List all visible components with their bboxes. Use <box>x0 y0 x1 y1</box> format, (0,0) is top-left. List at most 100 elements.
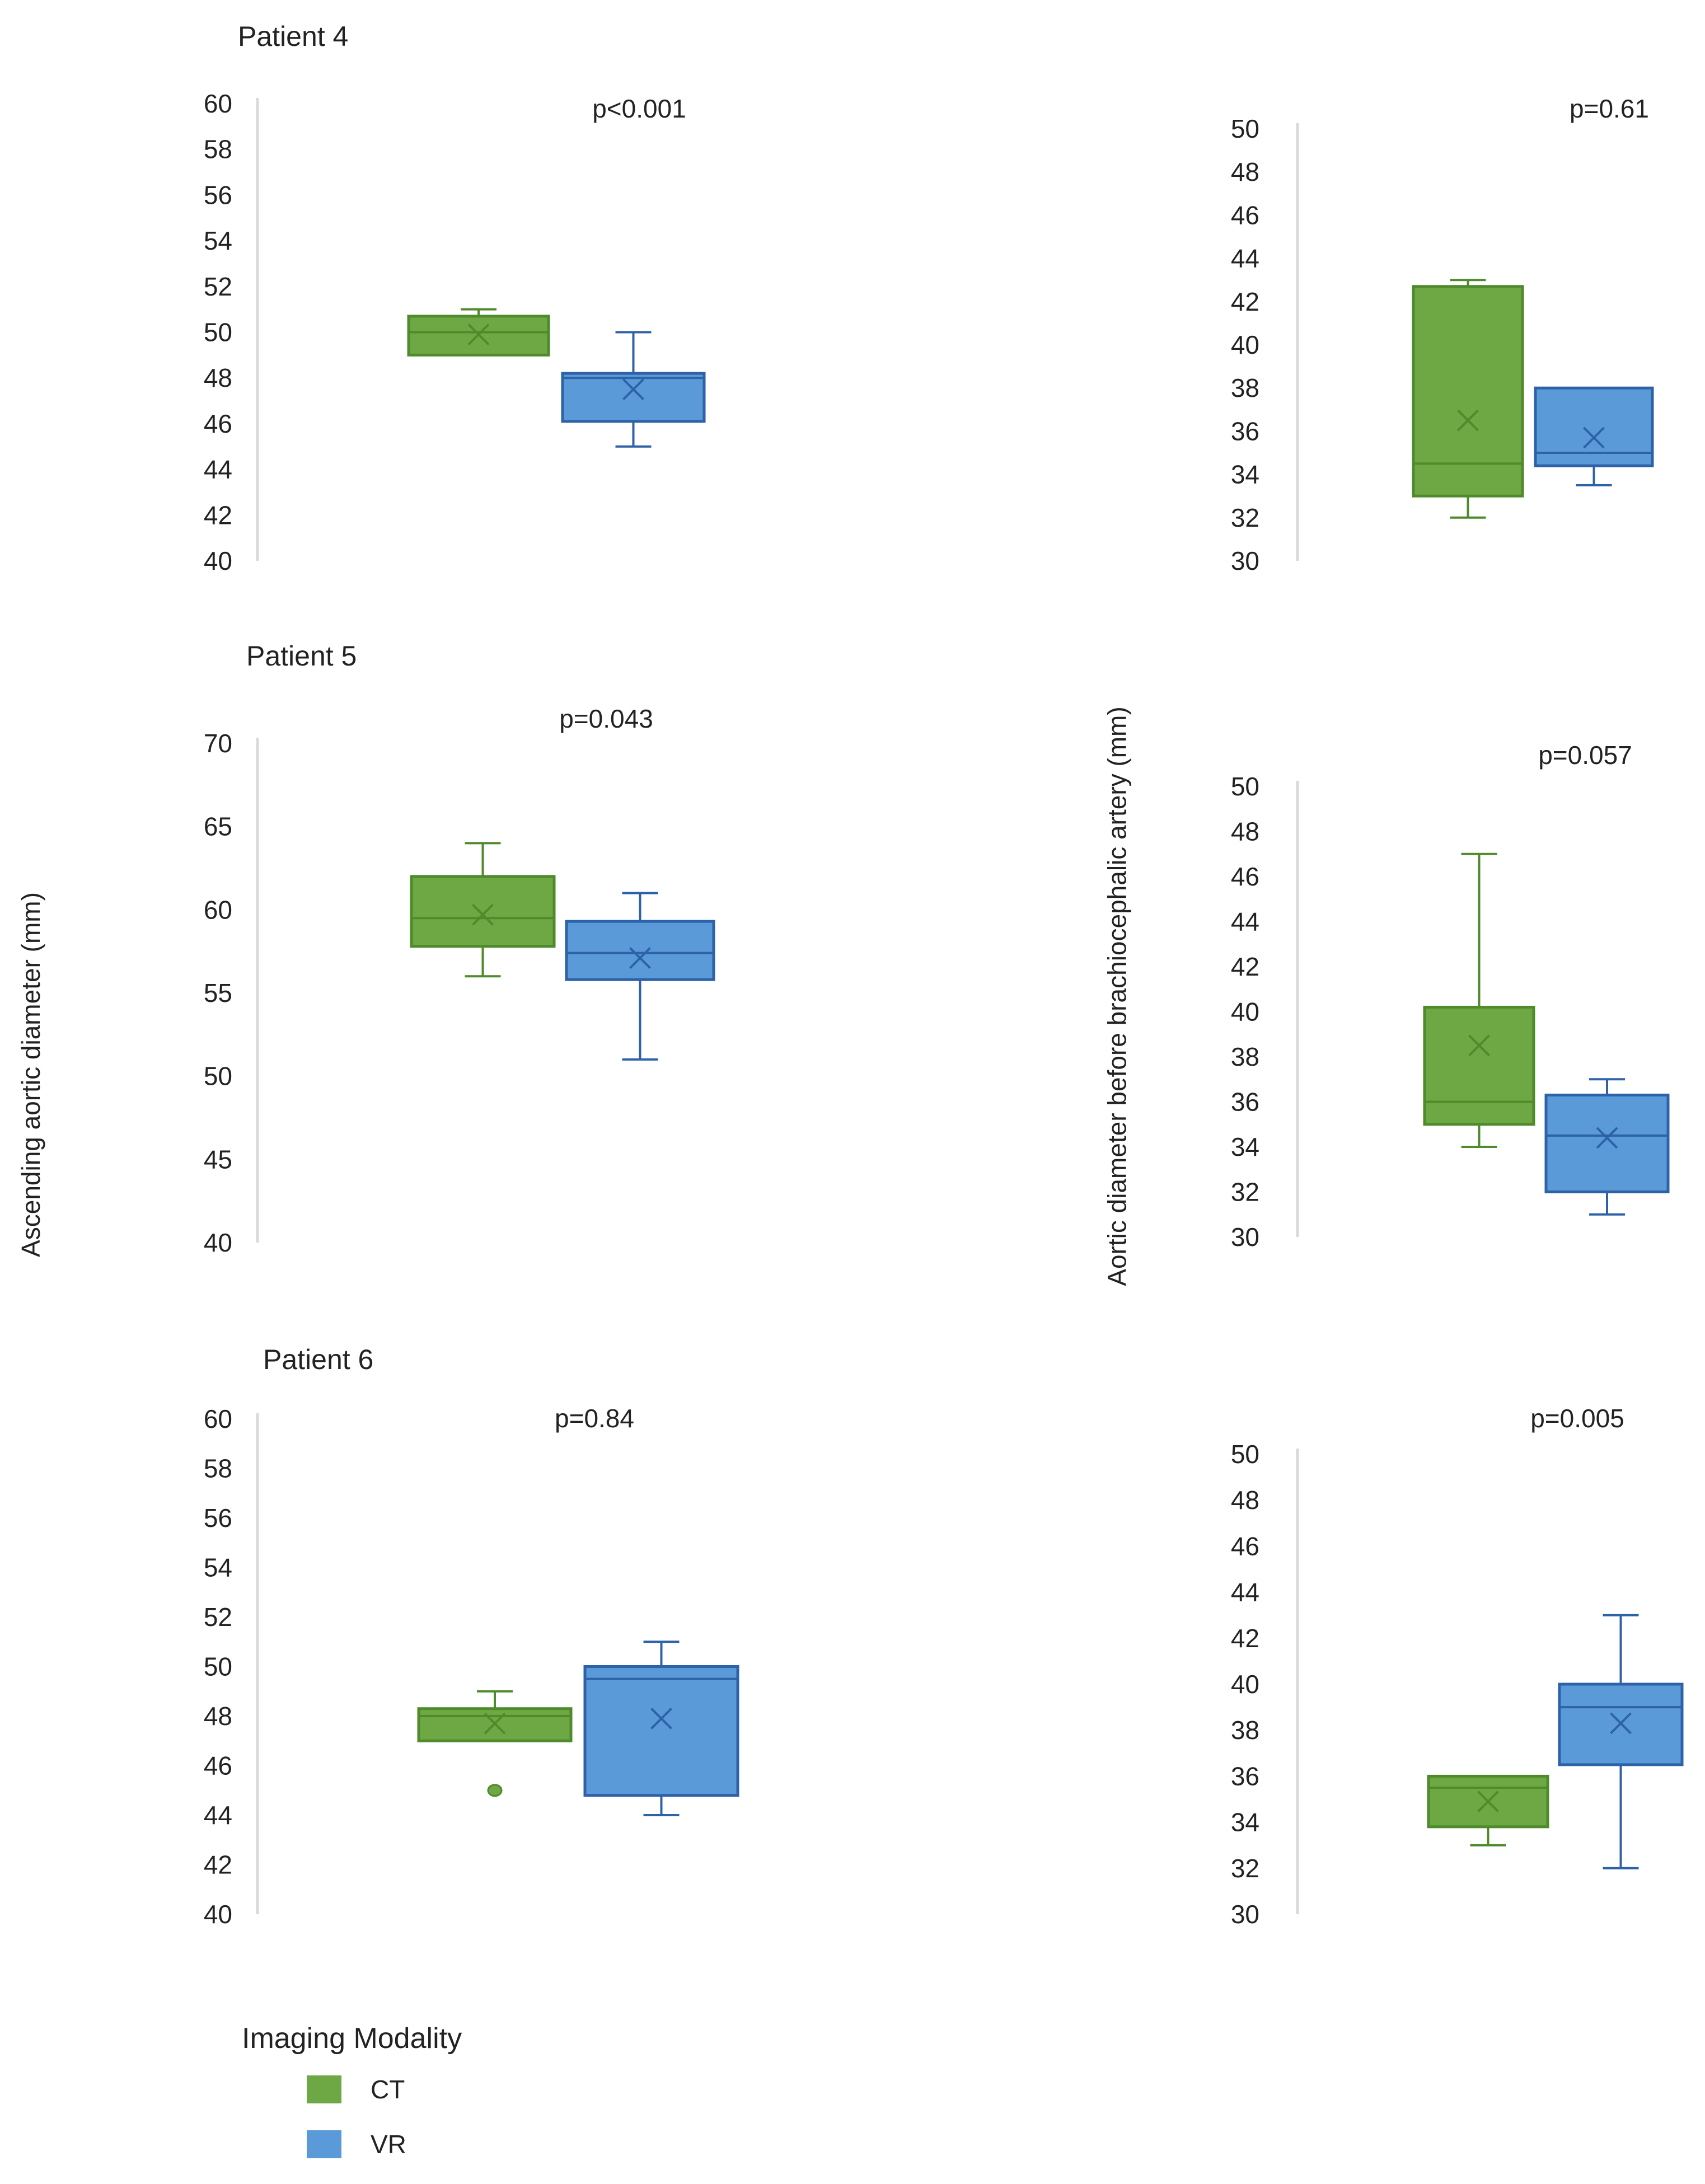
patient5-brachiocephalic-p-value: p=0.057 <box>1538 741 1632 770</box>
patient5-brachiocephalic-tick-label: 34 <box>1231 1132 1259 1161</box>
patient5-ascending-ct-box <box>410 875 556 948</box>
patient6-title: Patient 6 <box>263 1344 374 1375</box>
patient6-brachiocephalic-tick-label: 32 <box>1231 1854 1259 1883</box>
patient6-brachiocephalic-tick-label: 40 <box>1231 1670 1259 1699</box>
patient6-ascending-tick-label: 48 <box>204 1702 232 1731</box>
patient6-brachiocephalic-tick-label: 36 <box>1231 1761 1259 1791</box>
legend-item-ct: CT <box>307 2074 405 2105</box>
patient4-brachiocephalic-vr-box <box>1534 386 1654 467</box>
patient5-ascending-tick-label: 45 <box>204 1145 232 1174</box>
patient6-brachiocephalic-tick-label: 30 <box>1231 1900 1259 1929</box>
patient5-brachiocephalic-ct-mean-marker <box>1468 1034 1490 1057</box>
patient6-brachiocephalic-tick-label: 38 <box>1231 1716 1259 1745</box>
patient5-ascending-p-value: p=0.043 <box>559 704 653 733</box>
patient6-ascending-tick-label: 56 <box>204 1503 232 1532</box>
patient4-brachiocephalic-tick-label: 30 <box>1231 546 1259 575</box>
patient5-ascending-tick-label: 70 <box>204 729 232 758</box>
patient4-brachiocephalic-ct-mean-marker <box>1457 409 1479 432</box>
legend-title: Imaging Modality <box>242 2022 462 2055</box>
patient6-ascending-tick-label: 60 <box>204 1404 232 1433</box>
patient5-brachiocephalic-vr-mean-marker <box>1596 1127 1618 1149</box>
legend-swatch-ct <box>307 2075 341 2103</box>
patient6-ascending-vr-mean-marker <box>650 1708 672 1730</box>
patient6-brachiocephalic-tick-label: 46 <box>1231 1531 1259 1560</box>
patient4-brachiocephalic-tick-label: 42 <box>1231 287 1259 316</box>
patient5-ascending-vr-mean-marker <box>629 947 651 969</box>
legend-label-vr: VR <box>371 2130 406 2159</box>
patient5-title: Patient 5 <box>246 640 357 672</box>
patient6-brachiocephalic-p-value: p=0.005 <box>1530 1404 1624 1433</box>
patient6-ascending-ct-outlier <box>487 1784 503 1797</box>
patient6-brachiocephalic-vr-mean-marker <box>1610 1712 1632 1735</box>
patient5-brachiocephalic-tick-label: 50 <box>1231 772 1259 801</box>
patient4-ascending-tick-label: 52 <box>204 272 232 301</box>
patient5-brachiocephalic-tick-label: 36 <box>1231 1088 1259 1117</box>
patient4-ascending-ct-mean-marker <box>467 324 490 345</box>
patient4-brachiocephalic-ct-box <box>1412 285 1524 498</box>
patient6-brachiocephalic-tick-label: 50 <box>1231 1440 1259 1469</box>
patient4-ascending-vr-mean-marker <box>622 378 644 401</box>
patient5-brachiocephalic-ct-box <box>1423 1005 1535 1126</box>
patient5-ascending-tick-label: 40 <box>204 1228 232 1257</box>
patient5-brachiocephalic-tick-label: 30 <box>1231 1222 1259 1252</box>
patient5-brachiocephalic-tick-label: 38 <box>1231 1042 1259 1071</box>
patient6-ascending-tick-label: 50 <box>204 1652 232 1681</box>
patient4-brachiocephalic-tick-label: 38 <box>1231 373 1259 402</box>
patient6-ascending-tick-label: 46 <box>204 1751 232 1780</box>
patient4-brachiocephalic-tick-label: 32 <box>1231 503 1259 532</box>
patient5-brachiocephalic-tick-label: 40 <box>1231 997 1259 1027</box>
patient6-ascending-vr-box <box>583 1665 739 1797</box>
patient5-ascending-tick-label: 65 <box>204 812 232 841</box>
patient4-ascending-tick-label: 60 <box>204 89 232 118</box>
patient4-ascending-tick-label: 48 <box>204 363 232 392</box>
patient4-title: Patient 4 <box>238 21 349 52</box>
legend-label-ct: CT <box>371 2075 405 2104</box>
legend-item-vr: VR <box>307 2129 406 2159</box>
patient5-brachiocephalic-tick-label: 32 <box>1231 1178 1259 1207</box>
patient5-ascending-tick-label: 60 <box>204 895 232 924</box>
patient5-ascending-tick-label: 55 <box>204 978 232 1007</box>
patient4-ascending-tick-label: 42 <box>204 500 232 529</box>
patient5-brachiocephalic-vr-box <box>1544 1093 1670 1194</box>
patient4-brachiocephalic-vr-mean-marker <box>1583 427 1605 449</box>
patient6-brachiocephalic-tick-label: 42 <box>1231 1624 1259 1653</box>
patient4-ascending-tick-label: 46 <box>204 409 232 438</box>
patient4-ascending-tick-label: 56 <box>204 180 232 209</box>
patient4-ascending-tick-label: 44 <box>204 455 232 484</box>
patient4-brachiocephalic-tick-label: 34 <box>1231 460 1259 489</box>
patient6-ascending-tick-label: 58 <box>204 1454 232 1483</box>
patient5-brachiocephalic-tick-label: 42 <box>1231 952 1259 981</box>
patient4-ascending-tick-label: 40 <box>204 546 232 575</box>
patient5-ascending-vr-box <box>565 920 715 981</box>
patient4-ascending-p-value: p<0.001 <box>592 94 686 123</box>
patient6-ascending-tick-label: 44 <box>204 1801 232 1830</box>
patient6-ascending-tick-label: 54 <box>204 1553 232 1582</box>
patient5-brachiocephalic-tick-label: 48 <box>1231 817 1259 846</box>
patient5-ascending-ct-mean-marker <box>472 903 494 926</box>
patient4-brachiocephalic-tick-label: 44 <box>1231 244 1259 273</box>
patient6-brachiocephalic-tick-label: 44 <box>1231 1578 1259 1607</box>
patient4-ascending-tick-label: 58 <box>204 135 232 164</box>
patient4-ascending-vr-box <box>561 372 706 423</box>
patient6-ascending-ct-mean-marker <box>484 1712 506 1735</box>
patient4-brachiocephalic-p-value: p=0.61 <box>1570 94 1649 123</box>
patient5-brachiocephalic-tick-label: 46 <box>1231 862 1259 891</box>
legend-swatch-vr <box>307 2130 341 2158</box>
patient6-ascending-tick-label: 52 <box>204 1602 232 1632</box>
patient6-ascending-tick-label: 42 <box>204 1850 232 1880</box>
patient5-brachiocephalic-tick-label: 44 <box>1231 907 1259 936</box>
patient4-brachiocephalic-tick-label: 46 <box>1231 200 1259 229</box>
patient4-brachiocephalic-tick-label: 36 <box>1231 416 1259 446</box>
patient6-brachiocephalic-tick-label: 48 <box>1231 1485 1259 1515</box>
patient4-brachiocephalic-tick-label: 48 <box>1231 157 1259 186</box>
patient6-ascending-p-value: p=0.84 <box>555 1404 634 1433</box>
patient4-brachiocephalic-tick-label: 50 <box>1231 114 1259 143</box>
patient4-ascending-tick-label: 50 <box>204 318 232 347</box>
patient6-brachiocephalic-ct-mean-marker <box>1477 1791 1499 1813</box>
patient6-brachiocephalic-tick-label: 34 <box>1231 1808 1259 1837</box>
patient5-ascending-tick-label: 50 <box>204 1062 232 1091</box>
patient4-ascending-tick-label: 54 <box>204 226 232 255</box>
patient6-ascending-tick-label: 40 <box>204 1900 232 1929</box>
patient4-brachiocephalic-tick-label: 40 <box>1231 330 1259 359</box>
